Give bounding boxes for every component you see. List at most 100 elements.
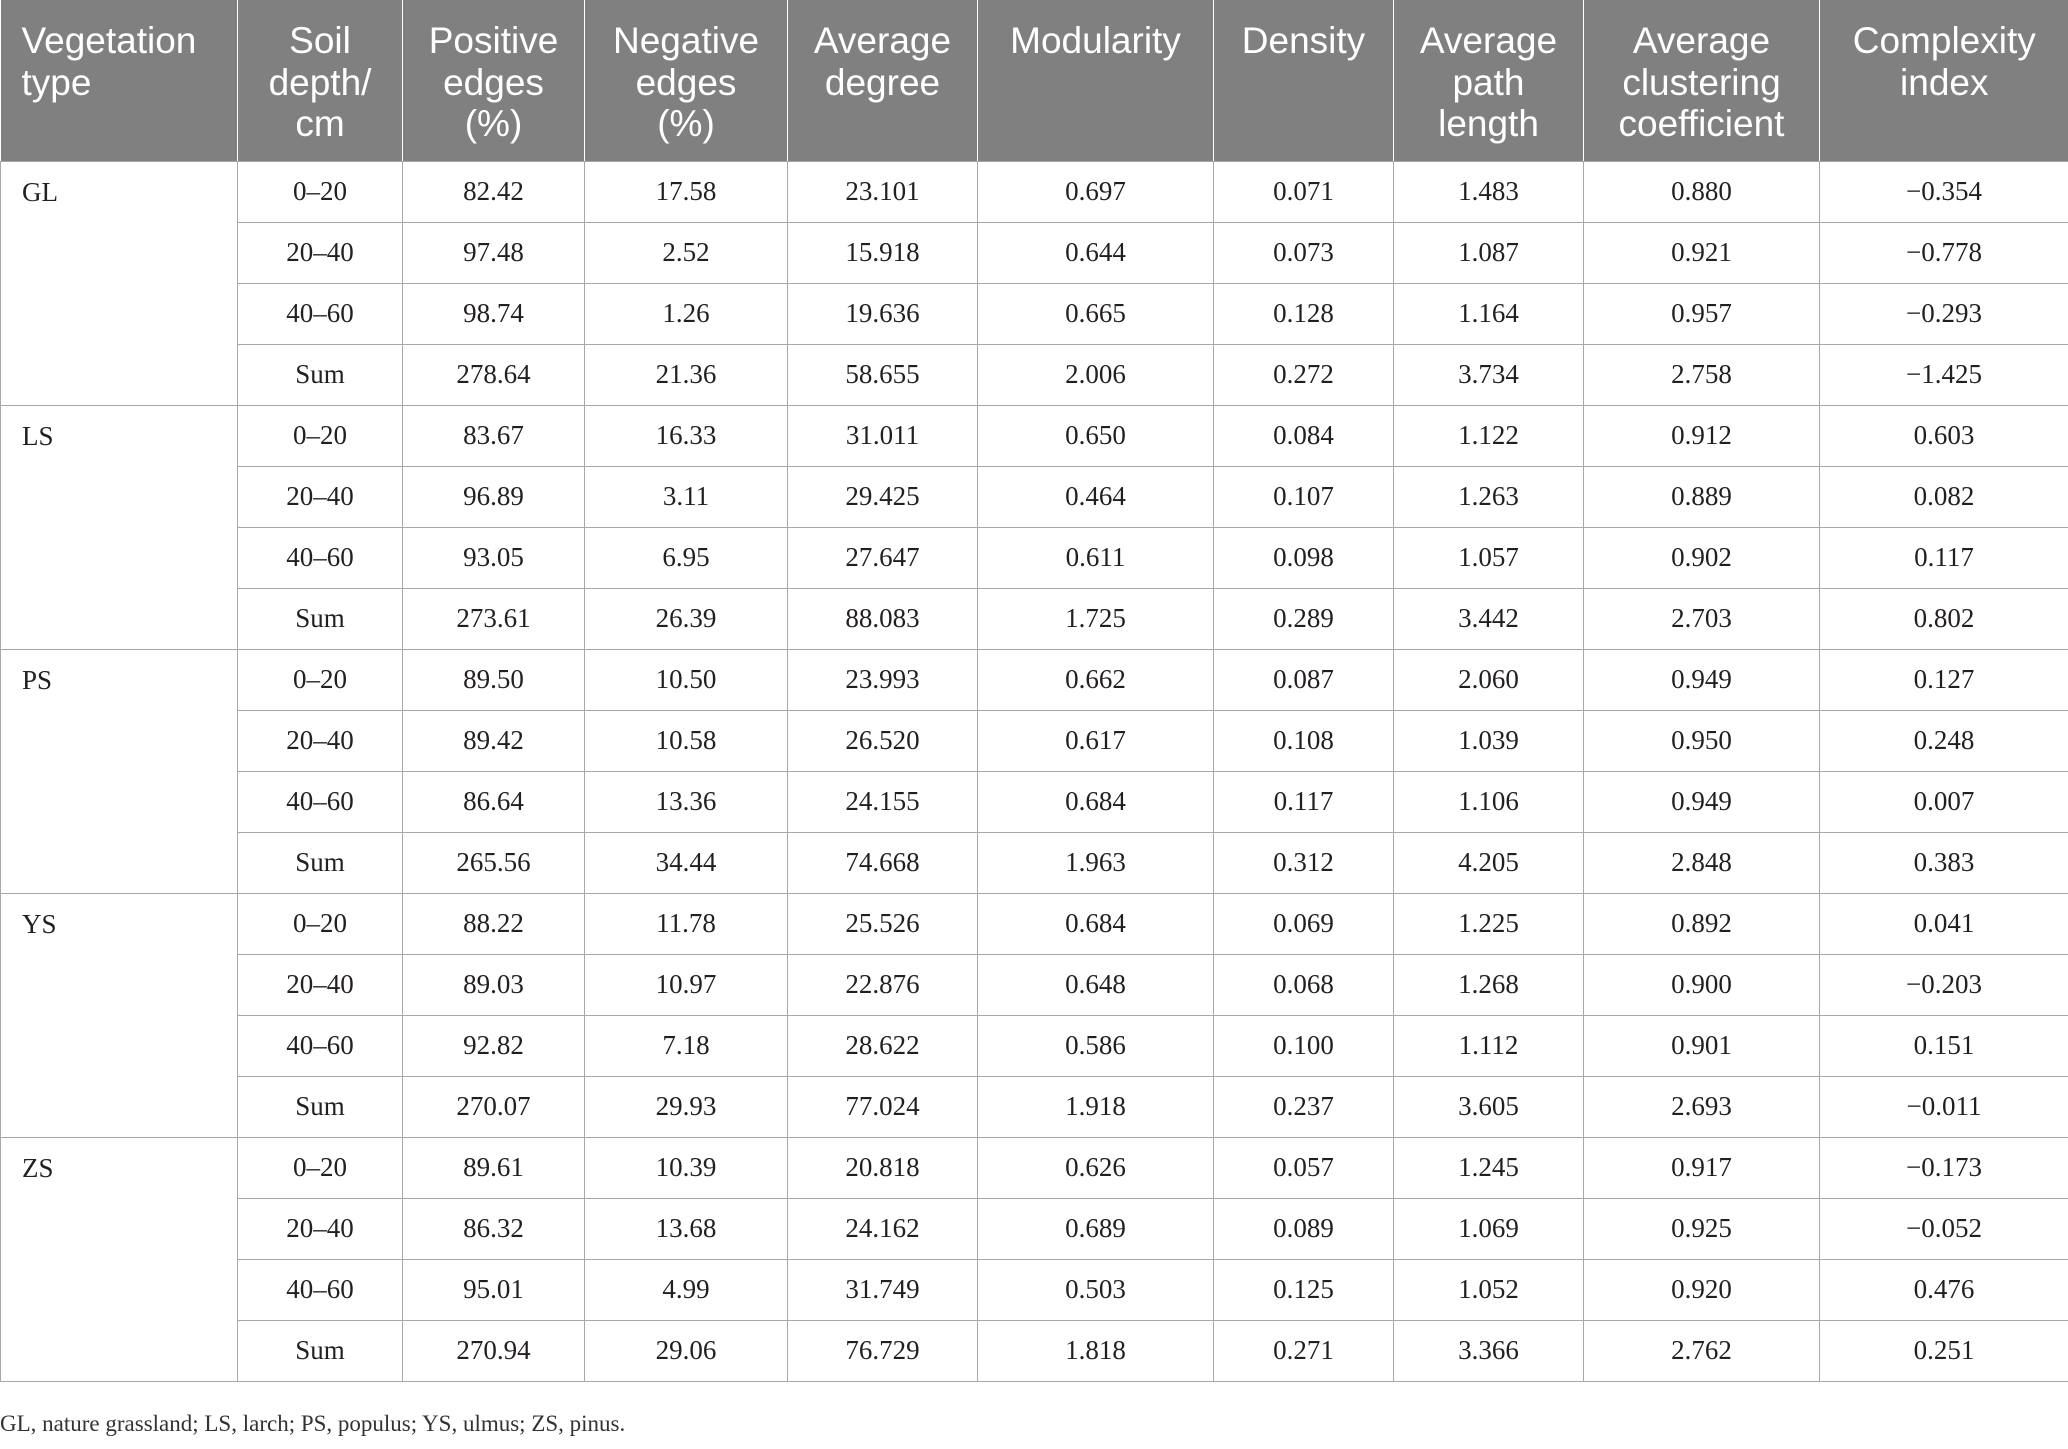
average-path-length-cell: 4.205 — [1393, 831, 1584, 894]
average-clustering-coefficient-cell: 0.900 — [1583, 953, 1820, 1016]
density-cell: 0.108 — [1213, 709, 1394, 772]
average-degree-cell: 23.993 — [787, 648, 978, 711]
average-degree-cell: 76.729 — [787, 1319, 978, 1382]
positive-edges-cell: 270.07 — [402, 1075, 585, 1138]
header-positive-edges: Positive edges (%) — [402, 0, 585, 162]
complexity-index-cell: 0.383 — [1819, 831, 2068, 894]
soil-depth-cell: 40–60 — [237, 770, 403, 833]
negative-edges-cell: 7.18 — [584, 1014, 788, 1077]
average-path-length-cell: 1.052 — [1393, 1258, 1584, 1321]
soil-depth-cell: 40–60 — [237, 1014, 403, 1077]
density-cell: 0.272 — [1213, 343, 1394, 406]
modularity-cell: 0.665 — [977, 282, 1214, 345]
modularity-cell: 0.611 — [977, 526, 1214, 589]
negative-edges-cell: 1.26 — [584, 282, 788, 345]
average-clustering-coefficient-cell: 0.901 — [1583, 1014, 1820, 1077]
average-clustering-coefficient-cell: 0.889 — [1583, 465, 1820, 528]
table-row: 40–60 98.74 1.26 19.636 0.665 0.128 1.164 0.957… — [1, 282, 2068, 345]
modularity-cell: 1.963 — [977, 831, 1214, 894]
complexity-index-cell: −0.778 — [1819, 221, 2068, 284]
positive-edges-cell: 273.61 — [402, 587, 585, 650]
header-vegetation-type: Vegetation type — [0, 0, 238, 162]
average-clustering-coefficient-cell: 2.758 — [1583, 343, 1820, 406]
density-cell: 0.057 — [1213, 1136, 1394, 1199]
average-degree-cell: 24.162 — [787, 1197, 978, 1260]
average-clustering-coefficient-cell: 0.880 — [1583, 160, 1820, 223]
average-clustering-coefficient-cell: 0.949 — [1583, 770, 1820, 833]
table-header: Vegetation type Soil depth/ cm Positive ed… — [0, 0, 2068, 162]
average-clustering-coefficient-cell: 0.917 — [1583, 1136, 1820, 1199]
average-clustering-coefficient-cell: 0.920 — [1583, 1258, 1820, 1321]
complexity-index-cell: −0.011 — [1819, 1075, 2068, 1138]
average-degree-cell: 31.011 — [787, 404, 978, 467]
average-clustering-coefficient-cell: 0.957 — [1583, 282, 1820, 345]
density-cell: 0.117 — [1213, 770, 1394, 833]
complexity-index-cell: 0.248 — [1819, 709, 2068, 772]
modularity-cell: 0.644 — [977, 221, 1214, 284]
vegetation-type-cell: LS — [0, 404, 238, 650]
negative-edges-cell: 17.58 — [584, 160, 788, 223]
complexity-index-cell: −0.293 — [1819, 282, 2068, 345]
header-modularity: Modularity — [977, 0, 1214, 162]
average-clustering-coefficient-cell: 0.925 — [1583, 1197, 1820, 1260]
average-path-length-cell: 1.483 — [1393, 160, 1584, 223]
average-path-length-cell: 1.122 — [1393, 404, 1584, 467]
negative-edges-cell: 10.39 — [584, 1136, 788, 1199]
soil-depth-cell: 40–60 — [237, 526, 403, 589]
average-path-length-cell: 3.605 — [1393, 1075, 1584, 1138]
average-clustering-coefficient-cell: 2.848 — [1583, 831, 1820, 894]
positive-edges-cell: 98.74 — [402, 282, 585, 345]
average-degree-cell: 28.622 — [787, 1014, 978, 1077]
header-row: Vegetation type Soil depth/ cm Positive ed… — [0, 0, 2068, 162]
density-cell: 0.107 — [1213, 465, 1394, 528]
positive-edges-cell: 96.89 — [402, 465, 585, 528]
negative-edges-cell: 29.93 — [584, 1075, 788, 1138]
header-complexity-index: Complexity index — [1819, 0, 2068, 162]
complexity-index-cell: −1.425 — [1819, 343, 2068, 406]
average-clustering-coefficient-cell: 2.703 — [1583, 587, 1820, 650]
complexity-index-cell: 0.082 — [1819, 465, 2068, 528]
soil-depth-cell: 0–20 — [237, 648, 403, 711]
table-row: 20–40 89.03 10.97 22.876 0.648 0.068 1.268 0.90… — [1, 953, 2068, 1016]
density-cell: 0.069 — [1213, 892, 1394, 955]
table-footnote: GL, nature grassland; LS, larch; PS, pop… — [0, 1411, 626, 1436]
soil-depth-cell: 0–20 — [237, 1136, 403, 1199]
average-path-length-cell: 1.057 — [1393, 526, 1584, 589]
density-cell: 0.098 — [1213, 526, 1394, 589]
positive-edges-cell: 86.32 — [402, 1197, 585, 1260]
soil-depth-cell: 40–60 — [237, 282, 403, 345]
average-degree-cell: 74.668 — [787, 831, 978, 894]
negative-edges-cell: 6.95 — [584, 526, 788, 589]
table-row: 40–60 86.64 13.36 24.155 0.684 0.117 1.106 0.94… — [1, 770, 2068, 833]
average-degree-cell: 20.818 — [787, 1136, 978, 1199]
table-row: Sum 278.64 21.36 58.655 2.006 0.272 3.734 2.758… — [1, 343, 2068, 406]
modularity-cell: 2.006 — [977, 343, 1214, 406]
modularity-cell: 0.648 — [977, 953, 1214, 1016]
positive-edges-cell: 92.82 — [402, 1014, 585, 1077]
table-row: 40–60 93.05 6.95 27.647 0.611 0.098 1.057 0.902… — [1, 526, 2068, 589]
average-degree-cell: 26.520 — [787, 709, 978, 772]
negative-edges-cell: 11.78 — [584, 892, 788, 955]
complexity-index-cell: −0.173 — [1819, 1136, 2068, 1199]
table-row: GL 0–20 82.42 17.58 23.101 0.697 0.071 1.483 0.8… — [0, 160, 2068, 406]
average-clustering-coefficient-cell: 2.762 — [1583, 1319, 1820, 1382]
header-average-clustering-coefficient: Average clustering coefficient — [1583, 0, 1820, 162]
density-cell: 0.289 — [1213, 587, 1394, 650]
negative-edges-cell: 13.68 — [584, 1197, 788, 1260]
positive-edges-cell: 93.05 — [402, 526, 585, 589]
average-path-length-cell: 1.268 — [1393, 953, 1584, 1016]
positive-edges-cell: 95.01 — [402, 1258, 585, 1321]
soil-depth-cell: 20–40 — [237, 1197, 403, 1260]
average-path-length-cell: 1.112 — [1393, 1014, 1584, 1077]
average-path-length-cell: 1.245 — [1393, 1136, 1584, 1199]
average-path-length-cell: 1.106 — [1393, 770, 1584, 833]
table-row: 20–40 97.48 2.52 15.918 0.644 0.073 1.087 0.921… — [1, 221, 2068, 284]
average-path-length-cell: 2.060 — [1393, 648, 1584, 711]
average-path-length-cell: 1.263 — [1393, 465, 1584, 528]
density-cell: 0.084 — [1213, 404, 1394, 467]
average-degree-cell: 23.101 — [787, 160, 978, 223]
negative-edges-cell: 4.99 — [584, 1258, 788, 1321]
table-row: ZS 0–20 89.61 10.39 20.818 0.626 0.057 1.245 0.9… — [0, 1136, 2068, 1382]
average-clustering-coefficient-cell: 2.693 — [1583, 1075, 1820, 1138]
negative-edges-cell: 13.36 — [584, 770, 788, 833]
